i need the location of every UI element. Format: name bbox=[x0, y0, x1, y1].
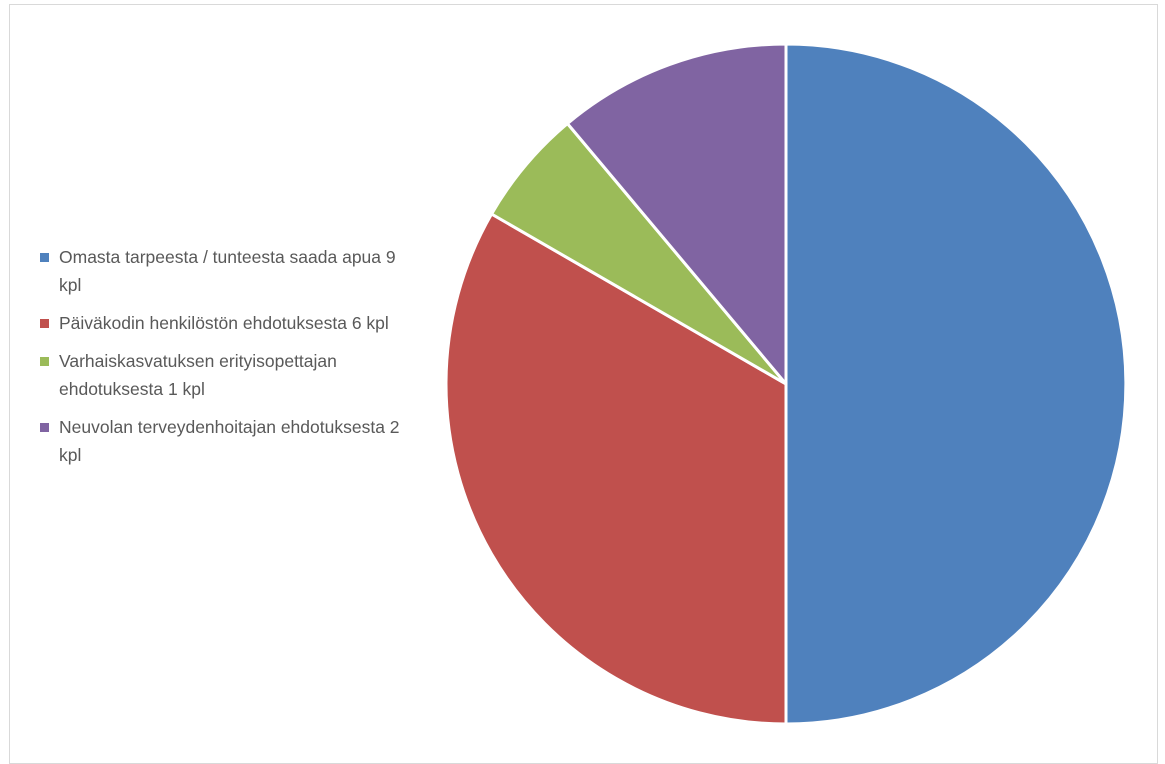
legend-item-4: Neuvolan terveydenhoitajan ehdotuksesta … bbox=[40, 413, 420, 469]
legend-label-2: Päiväkodin henkilöstön ehdotuksesta 6 kp… bbox=[59, 313, 389, 333]
legend-item-3: Varhaiskasvatuksen erityisopettajan ehdo… bbox=[40, 347, 420, 403]
pie-slice-4 bbox=[565, 42, 788, 386]
legend-item-2: Päiväkodin henkilöstön ehdotuksesta 6 kp… bbox=[40, 309, 420, 337]
legend-item-1: Omasta tarpeesta / tunteesta saada apua … bbox=[40, 243, 420, 299]
legend-label-3: Varhaiskasvatuksen erityisopettajan ehdo… bbox=[59, 351, 337, 399]
pie-slice-1 bbox=[784, 42, 1128, 726]
chart-legend: Omasta tarpeesta / tunteesta saada apua … bbox=[40, 243, 420, 479]
legend-label-1: Omasta tarpeesta / tunteesta saada apua … bbox=[59, 247, 396, 295]
pie-slice-2 bbox=[444, 212, 788, 726]
legend-swatch-3 bbox=[40, 357, 49, 366]
legend-swatch-1 bbox=[40, 253, 49, 262]
legend-label-4: Neuvolan terveydenhoitajan ehdotuksesta … bbox=[59, 417, 400, 465]
legend-swatch-4 bbox=[40, 423, 49, 432]
legend-swatch-2 bbox=[40, 319, 49, 328]
